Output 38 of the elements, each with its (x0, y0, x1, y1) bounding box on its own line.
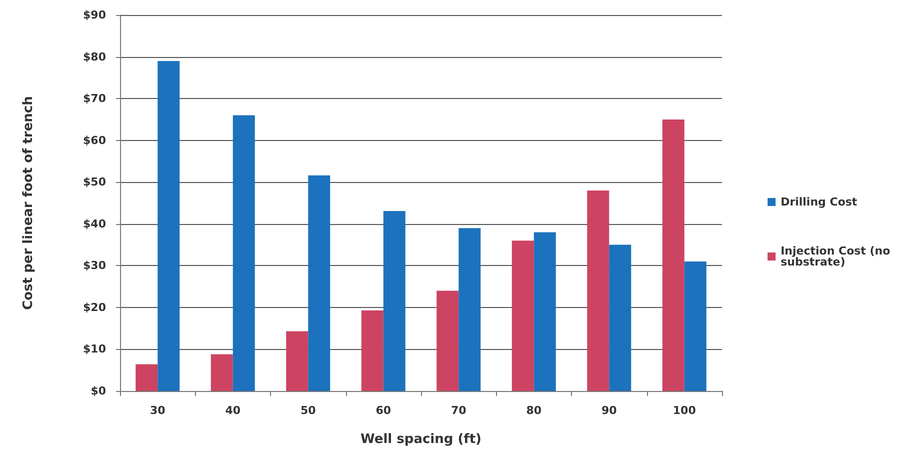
bar (458, 228, 481, 391)
bar (286, 331, 308, 391)
bar (210, 354, 233, 391)
bar (232, 115, 255, 391)
y-tick-label: $50 (83, 176, 106, 189)
y-tick-label: $80 (83, 50, 106, 64)
bar (158, 60, 180, 391)
y-tick-label: $60 (83, 134, 106, 147)
bar (587, 190, 610, 391)
bar (684, 261, 706, 391)
x-tick-label: 100 (672, 404, 696, 417)
bar (534, 232, 556, 391)
x-tick-label: 70 (450, 404, 467, 417)
y-tick-label: $30 (83, 259, 106, 272)
bar (512, 240, 534, 391)
x-tick-label: 50 (300, 404, 316, 417)
y-tick-label: $90 (83, 8, 106, 22)
y-tick-label: $70 (83, 92, 106, 106)
bar (136, 364, 158, 391)
bar (308, 175, 330, 391)
x-tick-label: 30 (150, 404, 166, 417)
x-tick-label: 40 (225, 404, 241, 417)
y-axis-title: Cost per linear foot of trench (21, 96, 36, 310)
legend-label: Drilling Cost (780, 196, 858, 208)
x-tick-label: 90 (601, 404, 618, 417)
y-tick-label: $40 (83, 217, 106, 230)
bar (361, 310, 384, 391)
bar (662, 119, 684, 391)
y-tick-label: $0 (90, 384, 106, 398)
legend-label: Injection Cost (no substrate) (780, 244, 894, 268)
y-tick-label: $10 (83, 342, 106, 356)
y-tick-label: $20 (83, 300, 106, 314)
bar (383, 210, 406, 391)
bar (609, 244, 632, 391)
x-tick-label: 80 (526, 404, 542, 417)
bar (436, 290, 459, 391)
x-tick-label: 60 (376, 404, 392, 417)
x-axis-title: Well spacing (ft) (360, 432, 482, 447)
